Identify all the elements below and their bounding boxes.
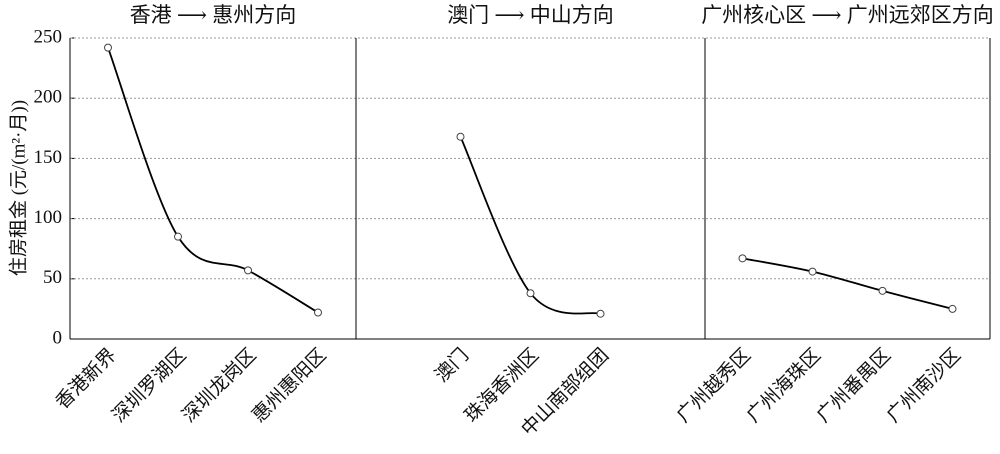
y-tick-label: 100 [34,207,63,228]
x-tick-label: 深圳龙岗区 [178,344,261,427]
x-tick-label: 广州番禺区 [812,344,895,427]
y-tick-label: 50 [43,267,62,288]
x-tick-label: 澳门 [431,344,473,386]
y-tick-label: 0 [53,327,63,348]
point [314,308,322,317]
y-tick-label: 200 [34,87,63,108]
line [459,136,601,315]
x-tick-label: 广州南沙区 [882,344,965,427]
point [174,232,182,241]
point [244,266,252,275]
panel-title: 香港 ⟶ 惠州方向 [130,3,297,27]
x-tick-label: 惠州惠阳区 [248,344,331,427]
point [808,267,817,276]
x-tick-label: 深圳罗湖区 [108,344,191,427]
y-tick-label: 250 [34,26,63,47]
x-tick-label: 广州海珠区 [742,344,825,427]
point [456,132,465,141]
point [104,43,112,52]
line [107,47,319,314]
line [742,257,953,310]
point [596,309,605,318]
point [878,286,887,295]
point [738,254,747,263]
y-tick-label: 150 [34,147,63,168]
panel-title: 澳门 ⟶ 中山方向 [447,3,614,27]
x-tick-label: 广州越秀区 [672,344,755,427]
y-axis-label: 住房租金 (元/(m²·月)) [7,100,29,276]
panel-title: 广州核心区 ⟶ 广州远郊区方向 [701,3,994,27]
point [948,304,957,313]
x-tick-label: 香港新界 [51,344,120,413]
point [526,289,535,298]
